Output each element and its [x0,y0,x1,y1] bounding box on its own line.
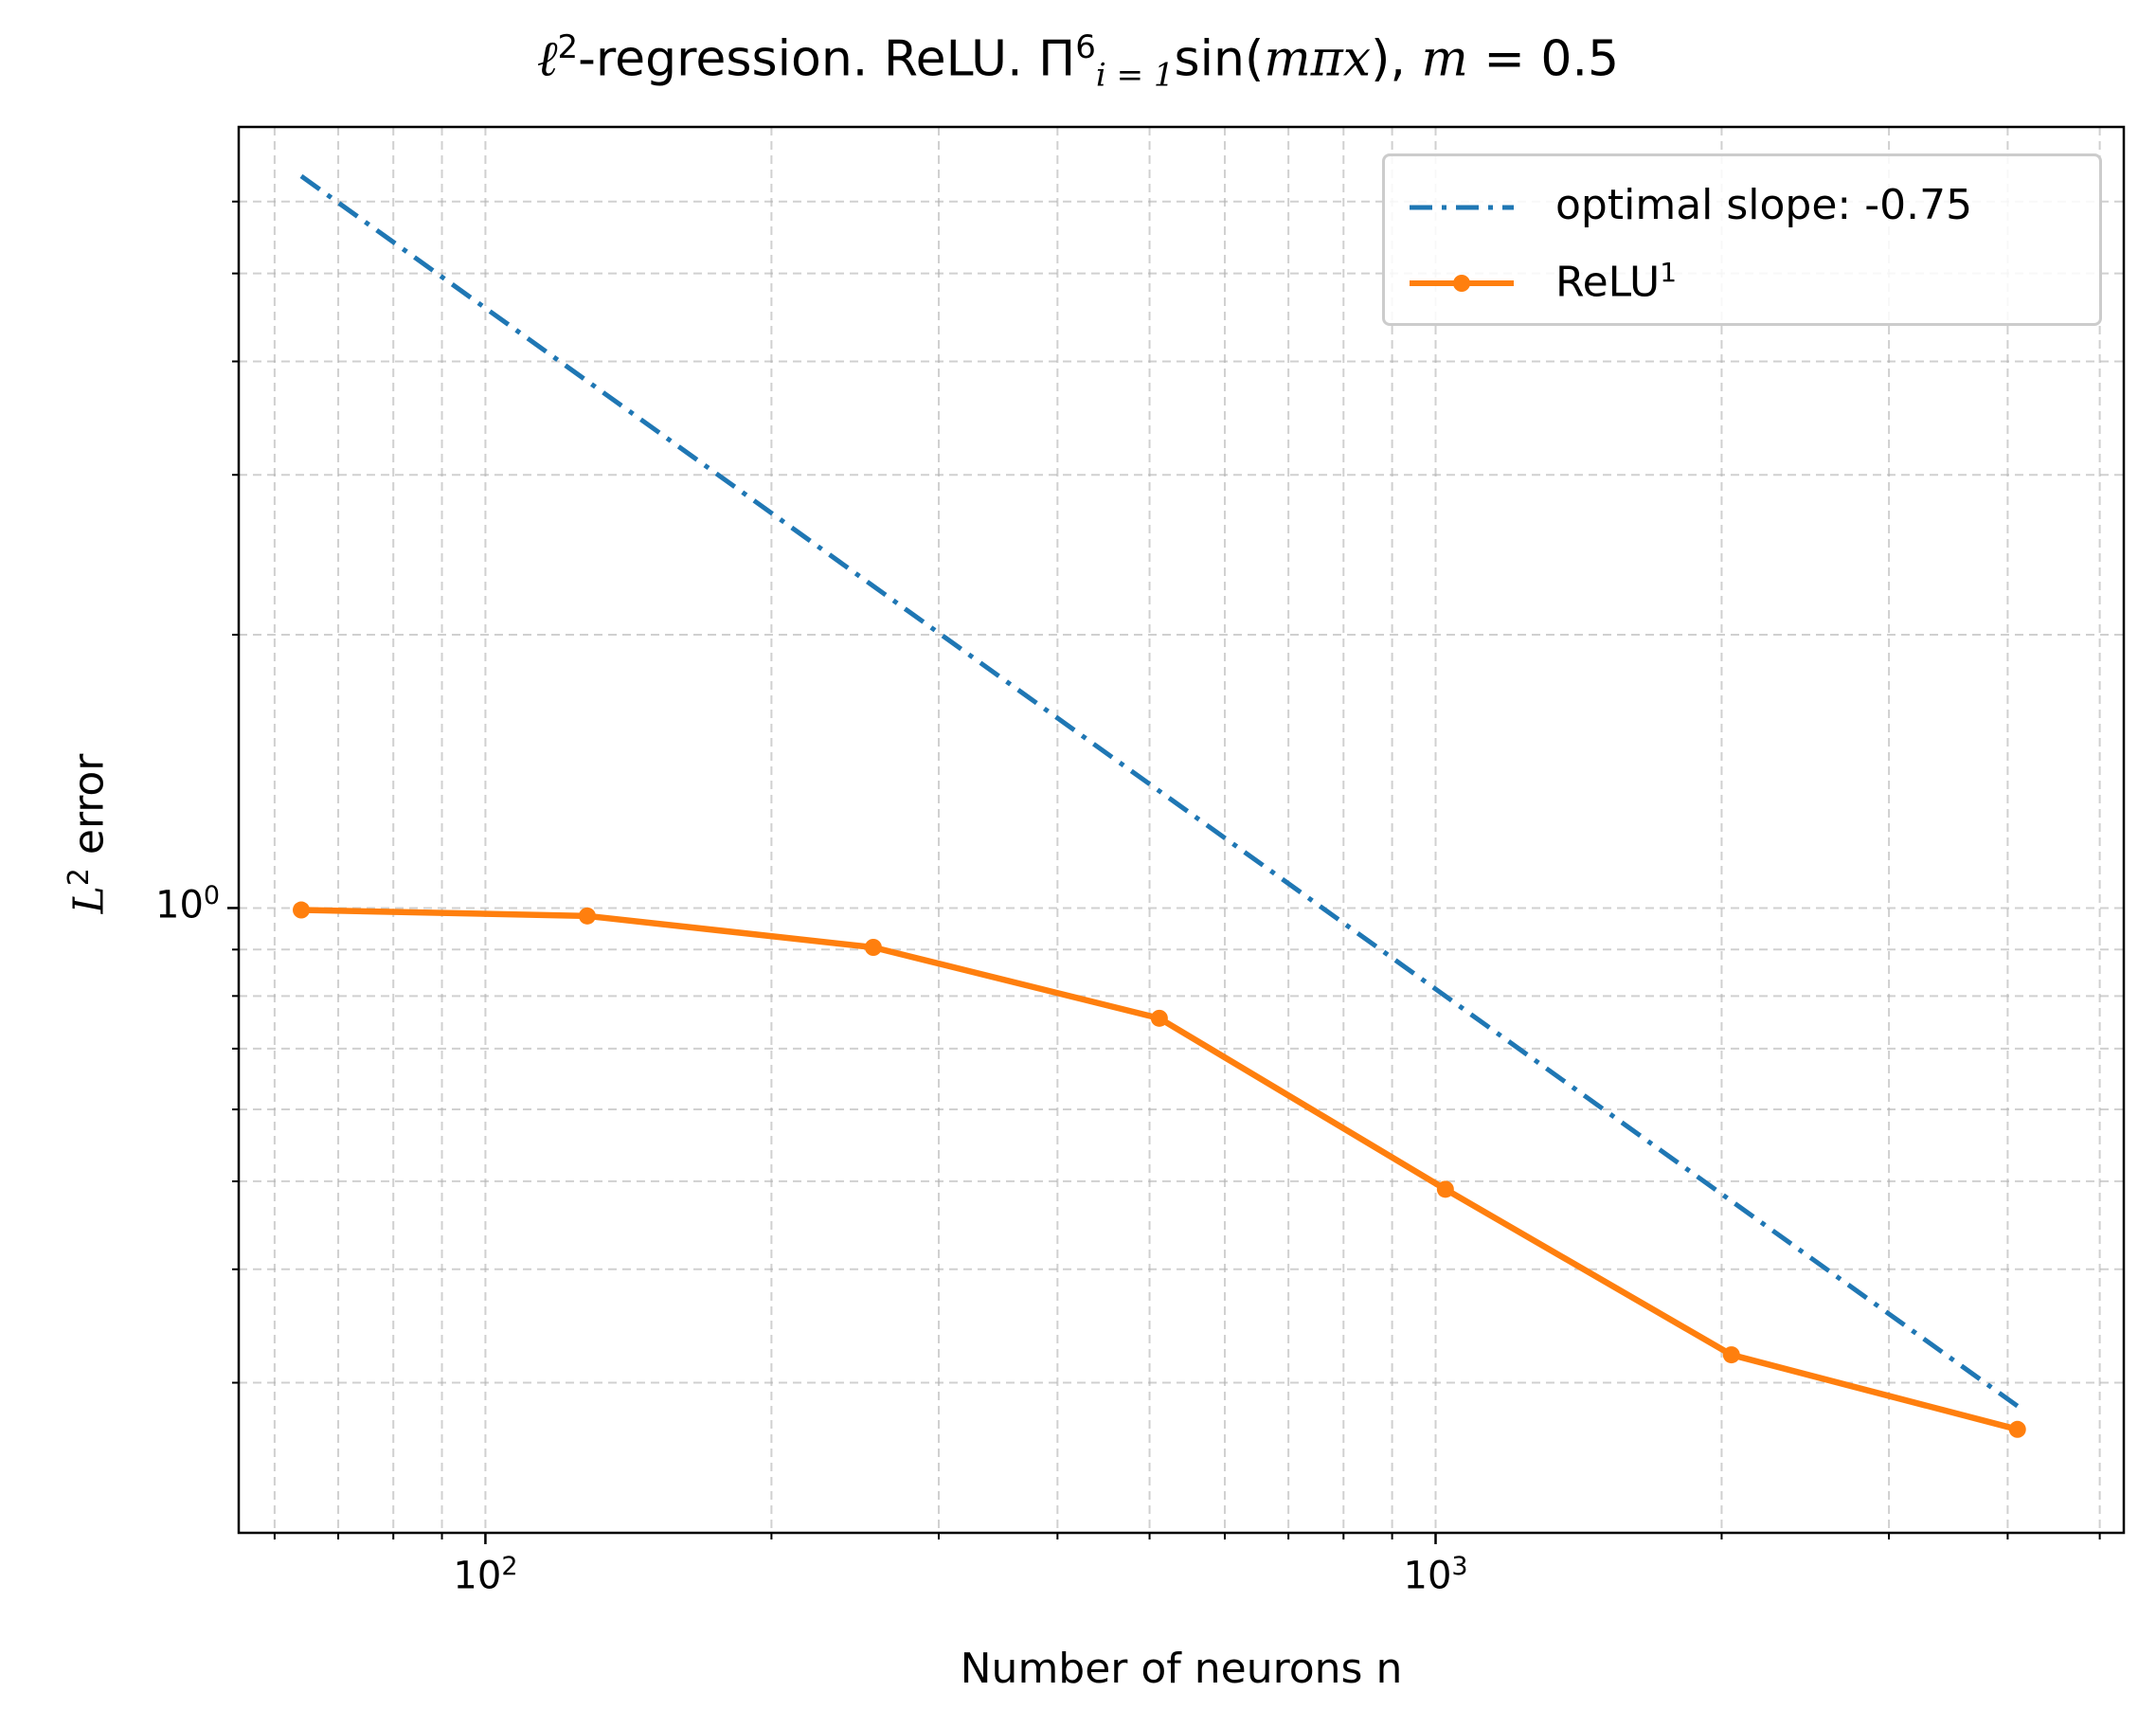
x-axis-label: Number of neurons n [960,1645,1403,1693]
data-point [864,939,882,957]
title-close: ), [1371,30,1422,88]
data-point [1150,1009,1168,1027]
y-tick-label: 100 [155,881,220,927]
title-m-value: = 0.5 [1467,30,1620,88]
legend: optimal slope: -0.75 ReLU1 [1382,153,2102,326]
axis-ticks [227,200,2101,1544]
chart-title: ℓ2-regression. ReLU. Π6i = 1sin(mπx), m … [0,28,2156,95]
x-tick-label: 103 [1404,1552,1468,1597]
title-product-upper: 6 [1075,28,1096,66]
grid [239,127,2124,1533]
legend-entry-optimal-slope: optimal slope: -0.75 [1385,179,2099,236]
data-point [578,907,596,925]
x-tick-label-base: 10 [1403,1554,1452,1598]
legend-label-relu: ReLU1 [1555,257,1677,307]
title-product-lower: i = 1 [1095,56,1175,95]
title-mid: -regression. ReLU. [578,30,1039,88]
legend-swatch-relu [1410,275,1514,292]
y-tick-label-base: 10 [155,883,204,927]
x-tick-label-exponent: 2 [501,1552,518,1581]
title-sin: sin( [1174,30,1265,88]
legend-label-optimal-slope: optimal slope: -0.75 [1555,181,1973,229]
title-argument: mπx [1264,30,1372,88]
x-tick-label-base: 10 [453,1554,502,1598]
series-layer [293,173,2026,1438]
y-axis-label: L2 error [63,644,119,1023]
series-line-1 [300,907,2019,1432]
title-ell-exponent: 2 [557,28,579,66]
title-ell: ℓ [536,30,558,88]
title-m: m [1421,30,1468,88]
legend-swatch-optimal-slope [1410,205,1514,210]
y-axis-label-exponent: 2 [63,868,96,887]
data-point [2008,1420,2026,1438]
legend-label-relu-base: ReLU [1555,258,1661,307]
data-point [1436,1180,1454,1198]
x-tick-label: 102 [453,1552,517,1597]
y-axis-label-rest: error [64,753,114,869]
legend-label-relu-exponent: 1 [1660,257,1678,288]
legend-entry-relu: ReLU1 [1385,255,2099,312]
series-line-0 [299,173,2020,1409]
data-point [293,901,311,919]
x-tick-label-exponent: 3 [1451,1552,1468,1581]
y-tick-label-exponent: 0 [203,881,221,911]
data-point [1722,1346,1740,1364]
plot-area-frame [237,125,2126,1535]
y-axis-label-l: L [64,886,114,914]
title-product-symbol: Π [1038,30,1076,88]
